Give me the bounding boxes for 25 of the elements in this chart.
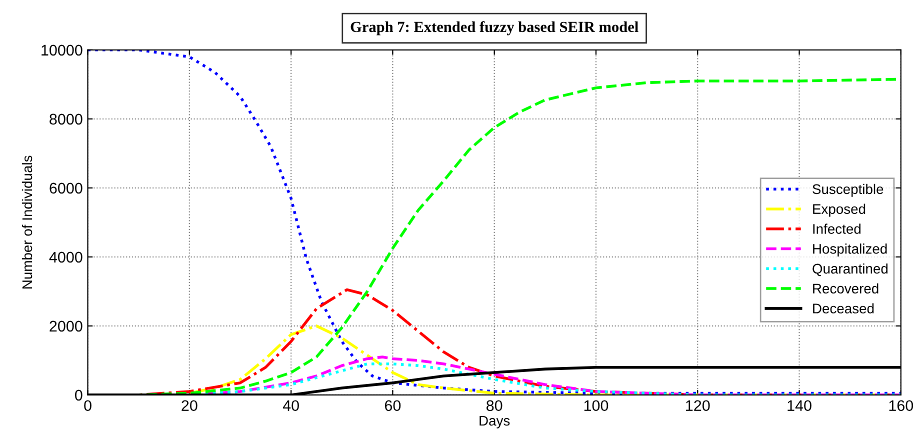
x-tick-label: 40 xyxy=(282,400,299,412)
legend-label: Hospitalized xyxy=(813,244,887,256)
legend-label: Infected xyxy=(813,224,860,234)
x-tick-label: 60 xyxy=(384,400,401,412)
legend-label: Exposed xyxy=(813,204,866,217)
x-tick-label: 140 xyxy=(788,400,812,412)
y-tick-label: 2000 xyxy=(50,320,82,332)
chart-title: Graph 7: Extended fuzzy based SEIR model xyxy=(350,21,638,36)
x-tick-label: 160 xyxy=(889,400,914,412)
x-tick-label: 0 xyxy=(84,400,92,412)
x-axis-title: Days xyxy=(480,416,510,428)
y-tick-label: 0 xyxy=(75,390,82,401)
x-tick-label: 100 xyxy=(584,400,608,412)
x-tick-label: 80 xyxy=(486,400,502,412)
legend-label: Deceased xyxy=(813,303,874,314)
y-tick-label: 6000 xyxy=(50,182,82,194)
legend-label: Quarantined xyxy=(812,263,888,276)
y-tick-label: 10000 xyxy=(42,44,82,56)
legend-label: Recovered xyxy=(813,283,878,294)
x-tick-label: 20 xyxy=(182,400,198,412)
y-tick-label: 8000 xyxy=(50,114,82,125)
y-axis-title: Number of Individuals xyxy=(22,156,32,288)
legend-label: Susceptible xyxy=(812,184,884,197)
y-tick-label: 4000 xyxy=(49,252,82,263)
x-tick-label: 120 xyxy=(686,400,710,412)
